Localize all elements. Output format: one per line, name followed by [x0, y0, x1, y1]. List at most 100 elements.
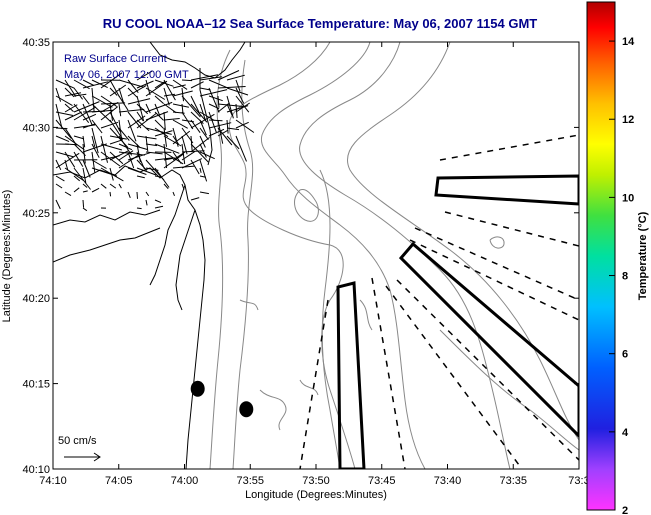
current-vector [64, 151, 76, 168]
current-vector [118, 135, 133, 156]
current-vector [64, 191, 72, 197]
x-tick-label: 74:10 [39, 475, 67, 487]
current-vector [82, 123, 96, 129]
current-vector [91, 135, 96, 148]
surface-current-vectors [55, 70, 255, 212]
current-vector [199, 135, 206, 148]
current-vector [55, 151, 75, 158]
current-vector [145, 101, 173, 113]
current-vector [73, 101, 100, 113]
current-vector [181, 143, 186, 165]
current-vector [217, 119, 224, 144]
current-vector [208, 119, 223, 122]
current-vector [73, 167, 91, 190]
current-vector [109, 135, 127, 140]
current-vector [100, 101, 119, 113]
current-vector [145, 151, 163, 155]
current-vector [82, 79, 95, 86]
current-vector [100, 72, 123, 89]
current-vector [172, 135, 180, 145]
x-tick-label: 73:35 [499, 475, 527, 487]
current-vector [109, 103, 113, 121]
current-vector [199, 159, 208, 182]
current-vector [91, 143, 100, 158]
current-vector [82, 190, 88, 193]
current-vector [199, 76, 223, 81]
colorbar-tick-label: 14 [622, 36, 635, 48]
current-vector [226, 119, 229, 134]
current-vector [55, 199, 61, 210]
current-vector [136, 111, 144, 122]
current-vector [64, 87, 75, 98]
current-vector [100, 183, 107, 189]
current-vector [226, 135, 240, 150]
current-vector [55, 87, 62, 102]
current-vector [127, 84, 147, 97]
current-vector [82, 159, 91, 178]
current-vector [118, 143, 133, 151]
current-vector [55, 183, 63, 189]
current-vector [181, 135, 188, 155]
current-vector [208, 103, 220, 110]
current-vector [136, 103, 149, 115]
current-vector [172, 84, 186, 89]
current-vector [82, 207, 88, 212]
current-vector [73, 103, 90, 124]
current-vector [82, 113, 97, 121]
current-vector [127, 167, 147, 175]
x-axis-label: Longitude (Degrees:Minutes) [245, 489, 387, 501]
current-vector [127, 115, 146, 129]
current-vector [127, 151, 135, 169]
current-vector [199, 151, 215, 160]
current-vector [217, 127, 233, 146]
current-vector [190, 135, 193, 152]
current-vector [163, 118, 180, 121]
annotation-line2: May 06, 2007 12:00 GMT [64, 69, 189, 81]
current-vector [118, 183, 122, 189]
current-vector [109, 183, 117, 189]
station-markers [190, 380, 254, 418]
current-vector [154, 143, 180, 154]
box-central [336, 281, 366, 469]
current-vector [127, 87, 138, 98]
current-vector [64, 159, 69, 171]
current-vector [190, 143, 209, 163]
current-vector [100, 135, 108, 163]
current-vector [208, 79, 229, 89]
current-vector [73, 87, 83, 100]
current-vector [199, 191, 209, 195]
current-vector [91, 103, 112, 123]
current-vector [82, 167, 87, 183]
colorbar-tick-label: 6 [622, 349, 628, 361]
coastline [53, 42, 246, 469]
current-vector [181, 183, 185, 190]
current-vector [172, 191, 175, 196]
current-vector [136, 191, 138, 199]
current-vector [190, 81, 204, 89]
current-vector [118, 150, 134, 161]
current-vector [145, 87, 166, 100]
current-vector [217, 86, 246, 89]
current-vector [145, 127, 172, 135]
current-vector [190, 103, 208, 123]
current-vector [163, 79, 176, 101]
current-vector [190, 119, 201, 133]
current-vector [109, 151, 124, 165]
current-vector [55, 79, 75, 89]
scale-arrow [64, 452, 101, 462]
current-vector [73, 106, 97, 121]
current-vector [118, 127, 130, 141]
current-vector [91, 187, 100, 193]
current-vector [154, 119, 164, 129]
current-vector [118, 95, 129, 111]
current-vector [91, 119, 103, 134]
current-vector [145, 79, 151, 96]
current-vector [235, 135, 247, 162]
box-east-diagonal [398, 241, 579, 439]
current-vector [217, 103, 246, 108]
current-vector [64, 167, 84, 181]
current-vector [163, 183, 169, 190]
current-vector [55, 159, 62, 171]
current-vector [73, 93, 87, 97]
